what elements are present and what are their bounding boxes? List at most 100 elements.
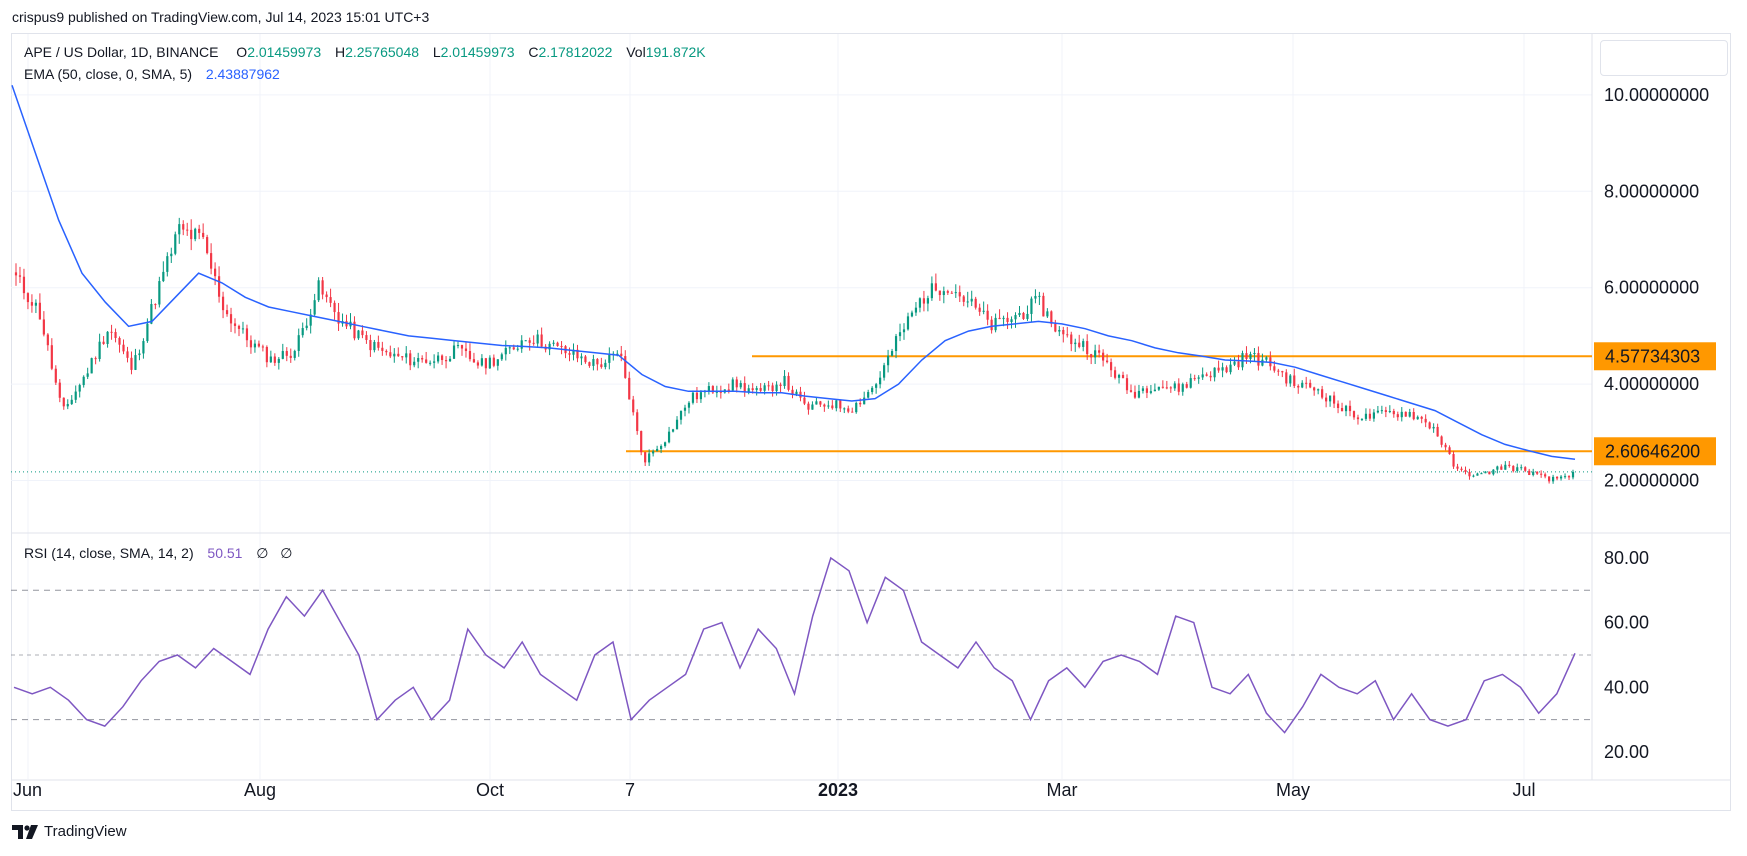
candle-body — [1408, 411, 1411, 417]
candle-body — [1149, 391, 1152, 393]
candle-body — [357, 330, 360, 339]
candle-body — [1420, 416, 1423, 419]
level-price-box — [1594, 437, 1716, 466]
candle-body — [1277, 370, 1280, 372]
candle-body — [1094, 350, 1097, 358]
candle-body — [1261, 359, 1264, 366]
candle-body — [1500, 466, 1503, 470]
candle-body — [982, 310, 985, 312]
candle-body — [962, 296, 965, 302]
candle-body — [1022, 312, 1025, 319]
candle-body — [1396, 414, 1399, 418]
ema-legend[interactable]: EMA (50, close, 0, SMA, 5) 2.43887962 — [24, 66, 280, 82]
rsi-empty-1: ∅ — [256, 545, 269, 561]
candle-body — [1010, 319, 1013, 323]
candle-body — [194, 228, 197, 240]
candle-body — [1066, 334, 1069, 336]
candle-body — [484, 358, 487, 369]
time-tick-label: Mar — [1047, 780, 1078, 800]
candle-body — [727, 389, 730, 391]
candle-body — [588, 362, 591, 366]
candle-body — [1352, 411, 1356, 418]
symbol-title[interactable]: APE / US Dollar, 1D, BINANCE — [24, 44, 219, 60]
candle-body — [930, 283, 933, 299]
candle-body — [301, 328, 304, 336]
candle-body — [413, 361, 416, 366]
candle-body — [369, 340, 372, 351]
candle-body — [1368, 413, 1372, 419]
candle-body — [540, 334, 543, 347]
candle-body — [1309, 382, 1312, 388]
candle-body — [974, 298, 977, 308]
candle-body — [1038, 295, 1041, 297]
candle-body — [1412, 411, 1415, 420]
candle-body — [202, 232, 205, 238]
candle-body — [1567, 476, 1571, 478]
candle-body — [699, 392, 703, 400]
candle-body — [636, 412, 639, 432]
candle-body — [1548, 476, 1551, 482]
candle-body — [1030, 298, 1033, 314]
candle-body — [1464, 469, 1467, 472]
candle-body — [954, 292, 957, 294]
candle-body — [273, 356, 276, 363]
candle-body — [456, 345, 460, 347]
candle-body — [1356, 417, 1360, 420]
candle-body — [1209, 375, 1212, 378]
candle-body — [1305, 382, 1308, 384]
candle-body — [715, 391, 718, 393]
candle-body — [640, 431, 643, 453]
candle-body — [687, 402, 691, 408]
candle-body — [1380, 410, 1383, 412]
support-resistance-levels[interactable]: 4.57734303 2.60646200 — [626, 342, 1716, 466]
candle-body — [1492, 469, 1495, 475]
price-axis[interactable]: 10.00000000 8.00000000 6.00000000 4.0000000… — [1604, 85, 1709, 491]
time-axis[interactable]: Jun Aug Oct 7 2023 Mar May Jul — [13, 780, 1536, 800]
candle-body — [1571, 471, 1575, 478]
candle-body — [437, 355, 440, 362]
low-value: 2.01459973 — [440, 44, 515, 60]
candle-body — [1388, 410, 1391, 413]
scale-settings-box[interactable] — [1600, 40, 1728, 76]
price-tick-label: 10.00000000 — [1604, 85, 1709, 105]
candle-body — [1193, 378, 1196, 380]
candle-body — [1432, 426, 1435, 429]
candle-body — [448, 358, 452, 362]
candle-body — [616, 353, 619, 355]
candle-body — [1440, 436, 1443, 445]
candle-body — [775, 384, 778, 392]
high-value: 2.25765048 — [345, 44, 420, 60]
level-price-box — [1594, 342, 1716, 371]
candle-body — [34, 302, 37, 306]
candle-body — [994, 317, 997, 331]
candle-body — [1161, 386, 1164, 388]
candle-body — [1480, 473, 1483, 475]
candle-body — [679, 410, 683, 420]
level-price-label: 2.60646200 — [1605, 441, 1700, 461]
rsi-legend[interactable]: RSI (14, close, SMA, 14, 2) 50.51 ∅ ∅ — [24, 545, 292, 562]
candle-body — [831, 405, 834, 409]
rsi-axis[interactable]: 80.00 60.00 40.00 20.00 — [1604, 548, 1649, 762]
candle-body — [1237, 361, 1240, 368]
candle-body — [1540, 473, 1543, 475]
candle-body — [50, 345, 53, 369]
tradingview-logo-icon — [12, 824, 38, 839]
candle-body — [504, 347, 507, 355]
candle-body — [253, 343, 257, 348]
candle-body — [815, 401, 818, 405]
candle-body — [429, 362, 432, 364]
candle-body — [1153, 389, 1156, 392]
candle-body — [500, 354, 503, 360]
candle-body — [1026, 313, 1029, 319]
tradingview-logo[interactable]: TradingView — [12, 823, 127, 840]
time-tick-label: Aug — [244, 780, 276, 800]
candle-body — [329, 297, 332, 303]
candle-body — [1452, 454, 1455, 467]
candle-body — [492, 357, 495, 366]
candle-body — [1014, 315, 1017, 320]
candle-body — [851, 411, 854, 413]
candle-body — [739, 383, 742, 388]
candle-body — [787, 375, 790, 390]
candle-body — [460, 345, 464, 349]
candle-body — [520, 340, 523, 349]
